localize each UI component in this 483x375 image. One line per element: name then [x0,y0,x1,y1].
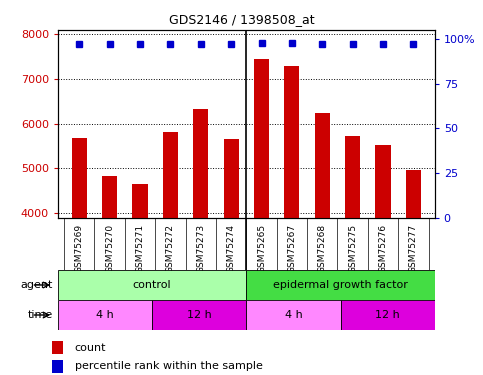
Text: GSM75270: GSM75270 [105,224,114,273]
Bar [102,176,117,218]
Text: GSM75273: GSM75273 [196,224,205,273]
Text: 4 h: 4 h [284,310,302,320]
Text: GSM75267: GSM75267 [287,224,297,273]
Bar [163,132,178,218]
Bar [246,300,341,330]
Text: control: control [133,280,171,290]
Bar [58,270,246,300]
Text: GDS2146 / 1398508_at: GDS2146 / 1398508_at [169,13,314,26]
Bar [152,300,246,330]
Text: GSM75274: GSM75274 [227,224,236,273]
Bar [58,300,152,330]
Bar [284,66,299,218]
Bar [193,109,208,217]
Bar [375,145,391,218]
Text: 12 h: 12 h [187,310,212,320]
Bar [254,59,269,217]
Text: GSM75276: GSM75276 [379,224,387,273]
Text: GSM75268: GSM75268 [318,224,327,273]
Bar [406,170,421,217]
Text: count: count [75,343,106,352]
Text: 12 h: 12 h [375,310,400,320]
Bar [71,138,87,218]
Text: agent: agent [21,280,53,290]
Text: epidermal growth factor: epidermal growth factor [273,280,408,290]
Bar [224,140,239,218]
Text: GSM75265: GSM75265 [257,224,266,273]
Text: GSM75271: GSM75271 [136,224,144,273]
Text: GSM75272: GSM75272 [166,224,175,273]
Text: 4 h: 4 h [96,310,114,320]
Bar [52,360,63,373]
Text: time: time [28,310,53,320]
Bar [315,112,330,218]
Bar [132,184,148,218]
Bar [246,270,435,300]
Bar [52,341,63,354]
Text: GSM75269: GSM75269 [75,224,84,273]
Bar [341,300,435,330]
Bar [345,136,360,218]
Text: GSM75277: GSM75277 [409,224,418,273]
Text: percentile rank within the sample: percentile rank within the sample [75,362,263,371]
Text: GSM75275: GSM75275 [348,224,357,273]
